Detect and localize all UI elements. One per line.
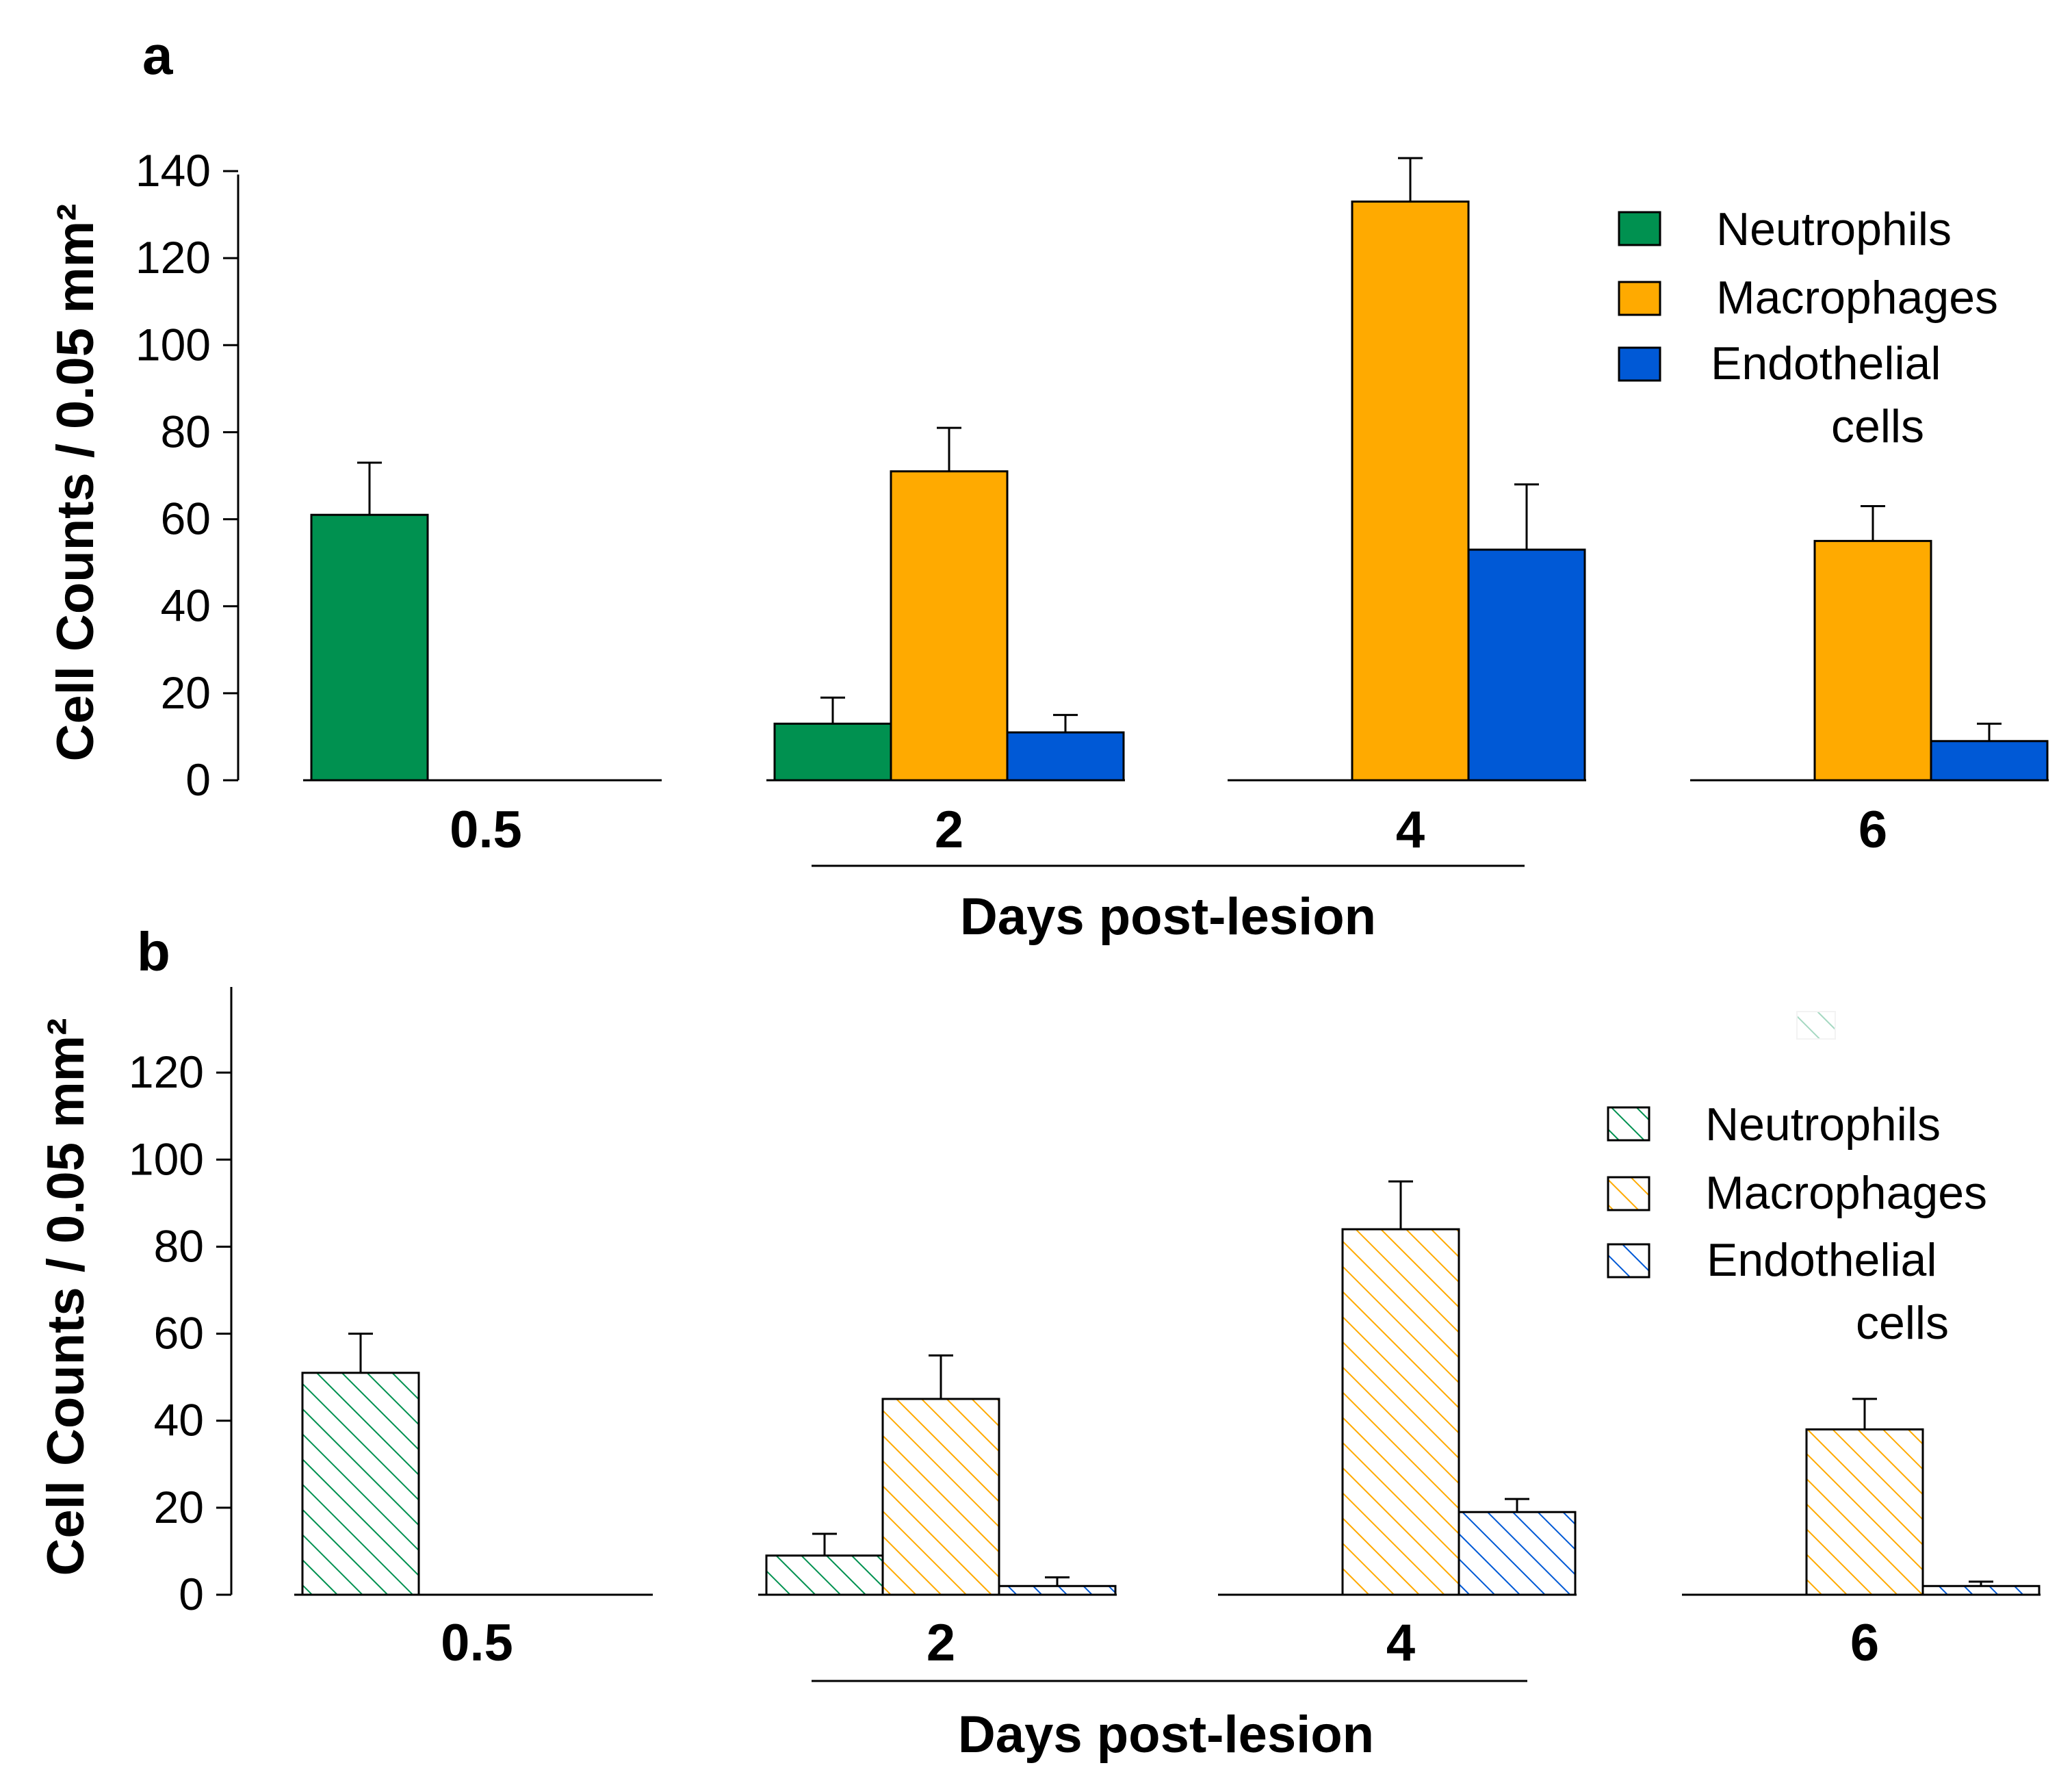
error-bar-macrophages-6 — [1852, 1398, 1877, 1430]
error-bar-macrophages-2 — [929, 1354, 953, 1399]
panel-a-legend-swatch-neutrophils — [1618, 211, 1661, 246]
panel-a-y-tick-80: 80 — [161, 406, 211, 457]
panel-b-y-tick-60: 60 — [154, 1308, 204, 1359]
panel-a-x-tick-6: 6 — [1859, 801, 1887, 859]
error-bar-macrophages-6 — [1861, 505, 1885, 541]
bar-endothelial-cells-2 — [998, 1584, 1117, 1596]
error-bar-endothelial-cells-4 — [1505, 1498, 1529, 1513]
panel-b: b Cell Counts / 0.05 mm² 0 20 40 60 80 1… — [37, 921, 2041, 1764]
panel-b-legend-faint-marker — [1796, 1011, 1836, 1040]
bar-endothelial-cells-4 — [1458, 1511, 1577, 1596]
panel-b-legend-label-macrophages: Macrophages — [1705, 1167, 1987, 1219]
bar-neutrophils-2 — [773, 722, 892, 782]
panel-b-x-tick-6: 6 — [1850, 1614, 1879, 1672]
error-bar-neutrophils-0.5 — [357, 461, 382, 515]
panel-a-legend: Neutrophils Macrophages Endothelial cell… — [1618, 203, 1998, 452]
panel-a-legend-label-endothelial: Endothelial — [1711, 337, 1941, 389]
bar-endothelial-cells-2 — [1006, 731, 1125, 782]
panel-b-legend: Neutrophils Macrophages Endothelial cell… — [1607, 1011, 1987, 1349]
panel-b-y-axis-label: Cell Counts / 0.05 mm² — [37, 1018, 95, 1576]
bar-macrophages-2 — [890, 470, 1009, 782]
panel-b-letter: b — [137, 921, 170, 982]
error-bar-neutrophils-2 — [812, 1532, 837, 1556]
panel-a-y-tick-140: 140 — [135, 145, 211, 196]
panel-a-x-tick-4: 4 — [1396, 801, 1425, 859]
panel-a-x-tick-2: 2 — [935, 801, 963, 859]
panel-b-x-tick-4: 4 — [1386, 1614, 1415, 1672]
error-bar-endothelial-cells-2 — [1053, 714, 1078, 733]
panel-b-legend-label-cells: cells — [1856, 1297, 1949, 1349]
panel-a-y-axis-label: Cell Counts / 0.05 mm² — [47, 203, 105, 761]
panel-b-x-tick-2: 2 — [927, 1614, 955, 1672]
panel-a-legend-label-cells: cells — [1831, 400, 1924, 452]
bar-macrophages-6 — [1805, 1428, 1924, 1596]
panel-a-y-tick-100: 100 — [135, 319, 211, 370]
panel-b-x-axis-label: Days post-lesion — [958, 1706, 1374, 1764]
panel-b-legend-swatch-neutrophils — [1607, 1106, 1650, 1142]
panel-a-bars — [310, 157, 2049, 782]
panel-a-x-ticks: 0.5 2 4 6 — [450, 801, 1887, 859]
bar-neutrophils-0.5 — [301, 1372, 420, 1596]
error-bar-macrophages-4 — [1398, 157, 1423, 202]
error-bar-neutrophils-2 — [820, 696, 845, 724]
panel-b-x-ticks: 0.5 2 4 6 — [441, 1614, 1879, 1672]
error-bar-neutrophils-0.5 — [348, 1333, 373, 1373]
panel-b-legend-label-neutrophils: Neutrophils — [1705, 1099, 1941, 1151]
bar-endothelial-cells-6 — [1930, 740, 2049, 782]
panel-a-legend-label-neutrophils: Neutrophils — [1716, 203, 1952, 255]
panel-a: a Cell Counts / 0.05 mm² 0 20 40 60 80 1… — [47, 25, 2049, 946]
error-bar-endothelial-cells-4 — [1514, 483, 1539, 550]
error-bar-endothelial-cells-6 — [1977, 722, 2002, 741]
panel-a-legend-swatch-macrophages — [1618, 281, 1661, 316]
error-bar-endothelial-cells-2 — [1045, 1576, 1070, 1587]
bar-endothelial-cells-6 — [1921, 1584, 2041, 1596]
bar-macrophages-4 — [1341, 1228, 1460, 1596]
panel-a-y-tick-60: 60 — [161, 493, 211, 544]
panel-b-legend-swatch-macrophages — [1607, 1176, 1650, 1211]
panel-b-y-ticks: 0 20 40 60 80 100 120 — [129, 1046, 231, 1619]
panel-a-legend-label-macrophages: Macrophages — [1716, 272, 1998, 324]
bar-macrophages-6 — [1813, 539, 1932, 782]
error-bar-endothelial-cells-6 — [1969, 1580, 1993, 1587]
bar-neutrophils-0.5 — [310, 513, 429, 782]
bar-endothelial-cells-4 — [1467, 548, 1586, 782]
panel-a-y-ticks: 0 20 40 60 80 100 120 140 — [135, 145, 238, 805]
panel-b-y-tick-100: 100 — [129, 1133, 204, 1184]
bar-macrophages-2 — [881, 1398, 1000, 1596]
panel-a-x-tick-0.5: 0.5 — [450, 801, 522, 859]
panel-b-y-tick-120: 120 — [129, 1046, 204, 1097]
panel-b-y-tick-20: 20 — [154, 1482, 204, 1532]
panel-b-legend-label-endothelial: Endothelial — [1707, 1234, 1937, 1286]
panel-a-y-tick-120: 120 — [135, 232, 211, 283]
panel-a-y-tick-20: 20 — [161, 667, 211, 718]
panel-b-y-tick-40: 40 — [154, 1395, 204, 1446]
panel-a-y-tick-0: 0 — [185, 754, 211, 805]
panel-a-y-tick-40: 40 — [161, 580, 211, 631]
error-bar-macrophages-4 — [1388, 1180, 1413, 1230]
panel-a-letter: a — [142, 25, 173, 86]
panel-b-y-tick-0: 0 — [179, 1569, 204, 1619]
bar-macrophages-4 — [1351, 201, 1470, 782]
panel-a-legend-swatch-endothelial — [1618, 346, 1661, 382]
panel-a-x-axis-label: Days post-lesion — [960, 888, 1376, 946]
panel-b-bars — [301, 1180, 2041, 1596]
panel-b-x-tick-0.5: 0.5 — [441, 1614, 513, 1672]
panel-b-legend-swatch-endothelial — [1607, 1243, 1650, 1279]
error-bar-macrophages-2 — [937, 426, 961, 472]
bar-neutrophils-2 — [765, 1554, 884, 1596]
panel-b-y-tick-80: 80 — [154, 1220, 204, 1271]
